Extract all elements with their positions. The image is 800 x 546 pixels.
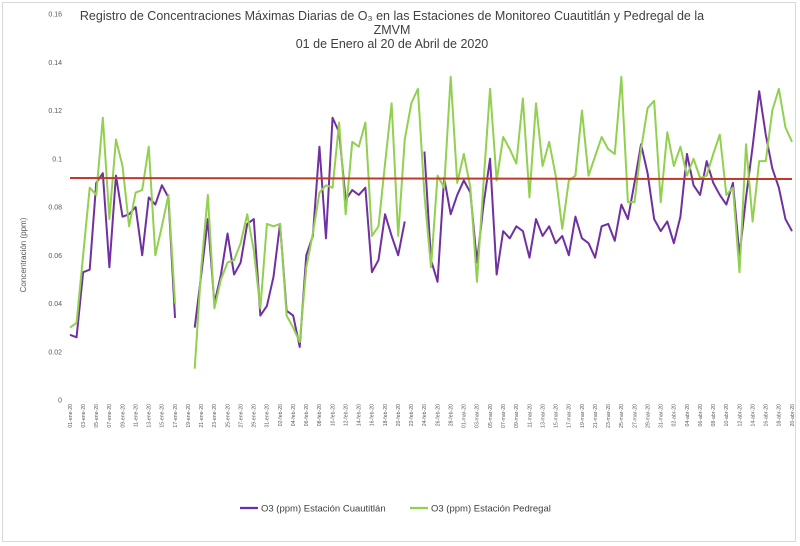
x-tick-label: 14-feb-20 (357, 404, 363, 426)
reference-line (69, 177, 793, 181)
x-tick-label: 17-ene-20 (173, 404, 179, 428)
x-tick-label: 10-feb-20 (330, 404, 336, 426)
legend-label-2: O3 (ppm) Estación Pedregal (431, 503, 551, 514)
y-tick-label: 0.1 (52, 156, 62, 163)
y-tick-label: 0.12 (48, 108, 62, 115)
y-tick-label: 0.14 (48, 60, 62, 67)
x-tick-label: 08-feb-20 (317, 404, 323, 426)
x-tick-label: 27-mar-20 (632, 404, 638, 428)
x-tick-label: 21-ene-20 (199, 404, 205, 428)
x-tick-label: 05-mar-20 (488, 404, 494, 428)
x-tick-label: 02-feb-20 (278, 404, 284, 426)
x-tick-label: 31-ene-20 (265, 404, 271, 428)
y-tick-label: 0.08 (48, 205, 62, 212)
y-tick-label: 0.06 (48, 253, 62, 260)
x-tick-label: 13-mar-20 (540, 404, 546, 428)
x-tick-label: 05-ene-20 (94, 404, 100, 428)
x-tick-label: 12-feb-20 (343, 404, 349, 426)
x-tick-label: 15-ene-20 (160, 404, 166, 428)
y-tick-labels: 0 0.02 0.04 0.06 0.08 0.1 0.12 0.14 0.16 (48, 12, 62, 405)
x-tick-label: 09-ene-20 (120, 404, 126, 428)
series-line-2 (69, 75, 793, 369)
x-tick-label: 04-abr-20 (685, 404, 691, 427)
chart-title-line1: Registro de Concentraciones Máximas Diar… (80, 9, 704, 23)
x-tick-label: 25-ene-20 (225, 404, 231, 428)
x-tick-label: 24-feb-20 (422, 404, 428, 426)
chart-title-line2: ZMVM (374, 23, 411, 37)
legend: O3 (ppm) Estación Cuautitlán O3 (ppm) Est… (240, 503, 551, 514)
y-tick-label: 0.04 (48, 301, 62, 308)
x-tick-label: 10-abr-20 (724, 404, 730, 427)
x-tick-label: 16-abr-20 (764, 404, 770, 427)
x-tick-label: 12-abr-20 (737, 404, 743, 427)
x-tick-label: 26-feb-20 (435, 404, 441, 426)
y-tick-label: 0.16 (48, 12, 62, 19)
x-tick-label: 01-ene-20 (68, 404, 74, 428)
x-tick-label: 20-feb-20 (396, 404, 402, 426)
x-tick-label: 29-ene-20 (252, 404, 258, 428)
y-tick-label: 0.02 (48, 349, 62, 356)
x-tick-label: 17-mar-20 (567, 404, 573, 428)
x-tick-label: 21-mar-20 (593, 404, 599, 428)
x-tick-label: 07-ene-20 (107, 404, 113, 428)
x-tick-label: 18-abr-20 (777, 404, 783, 427)
x-tick-label: 18-feb-20 (383, 404, 389, 426)
x-tick-labels: 01-ene-20 03-ene-20 05-ene-20 07-ene-20 09-e… (68, 404, 796, 428)
x-tick-label: 25-mar-20 (619, 404, 625, 428)
x-tick-label: 01-mar-20 (462, 404, 468, 428)
x-tick-label: 06-abr-20 (698, 404, 704, 427)
x-tick-label: 16-feb-20 (370, 404, 376, 426)
x-tick-label: 09-mar-20 (514, 404, 520, 428)
y-tick-label: 0 (58, 398, 62, 405)
x-tick-label: 03-ene-20 (81, 404, 87, 428)
series-line-1 (69, 90, 793, 348)
x-tick-label: 23-mar-20 (606, 404, 612, 428)
x-tick-label: 11-mar-20 (527, 404, 533, 428)
x-tick-label: 22-feb-20 (409, 404, 415, 426)
x-tick-label: 14-abr-20 (750, 404, 756, 427)
x-tick-label: 27-ene-20 (238, 404, 244, 428)
reference-line-group (69, 177, 793, 181)
x-tick-label: 20-abr-20 (790, 404, 796, 427)
x-tick-label: 04-feb-20 (291, 404, 297, 426)
x-tick-label: 11-ene-20 (133, 404, 139, 427)
x-tick-label: 15-mar-20 (554, 404, 560, 428)
x-tick-label: 31-mar-20 (659, 404, 665, 428)
x-tick-label: 07-mar-20 (501, 404, 507, 428)
x-tick-label: 29-mar-20 (645, 404, 651, 428)
x-tick-label: 08-abr-20 (711, 404, 717, 427)
x-tick-label: 03-mar-20 (475, 404, 481, 428)
x-tick-label: 13-ene-20 (147, 404, 153, 428)
series-lines (69, 75, 793, 369)
x-tick-label: 19-ene-20 (186, 404, 192, 428)
x-tick-label: 02-abr-20 (672, 404, 678, 427)
y-axis-label: Concentración (ppm) (19, 217, 28, 292)
x-tick-label: 23-ene-20 (212, 404, 218, 428)
legend-label-1: O3 (ppm) Estación Cuautitlán (261, 503, 386, 514)
x-tick-label: 28-feb-20 (448, 404, 454, 426)
chart-title-line3: 01 de Enero al 20 de Abril de 2020 (296, 37, 489, 51)
x-tick-label: 19-mar-20 (580, 404, 586, 428)
x-tick-label: 06-feb-20 (304, 404, 310, 426)
